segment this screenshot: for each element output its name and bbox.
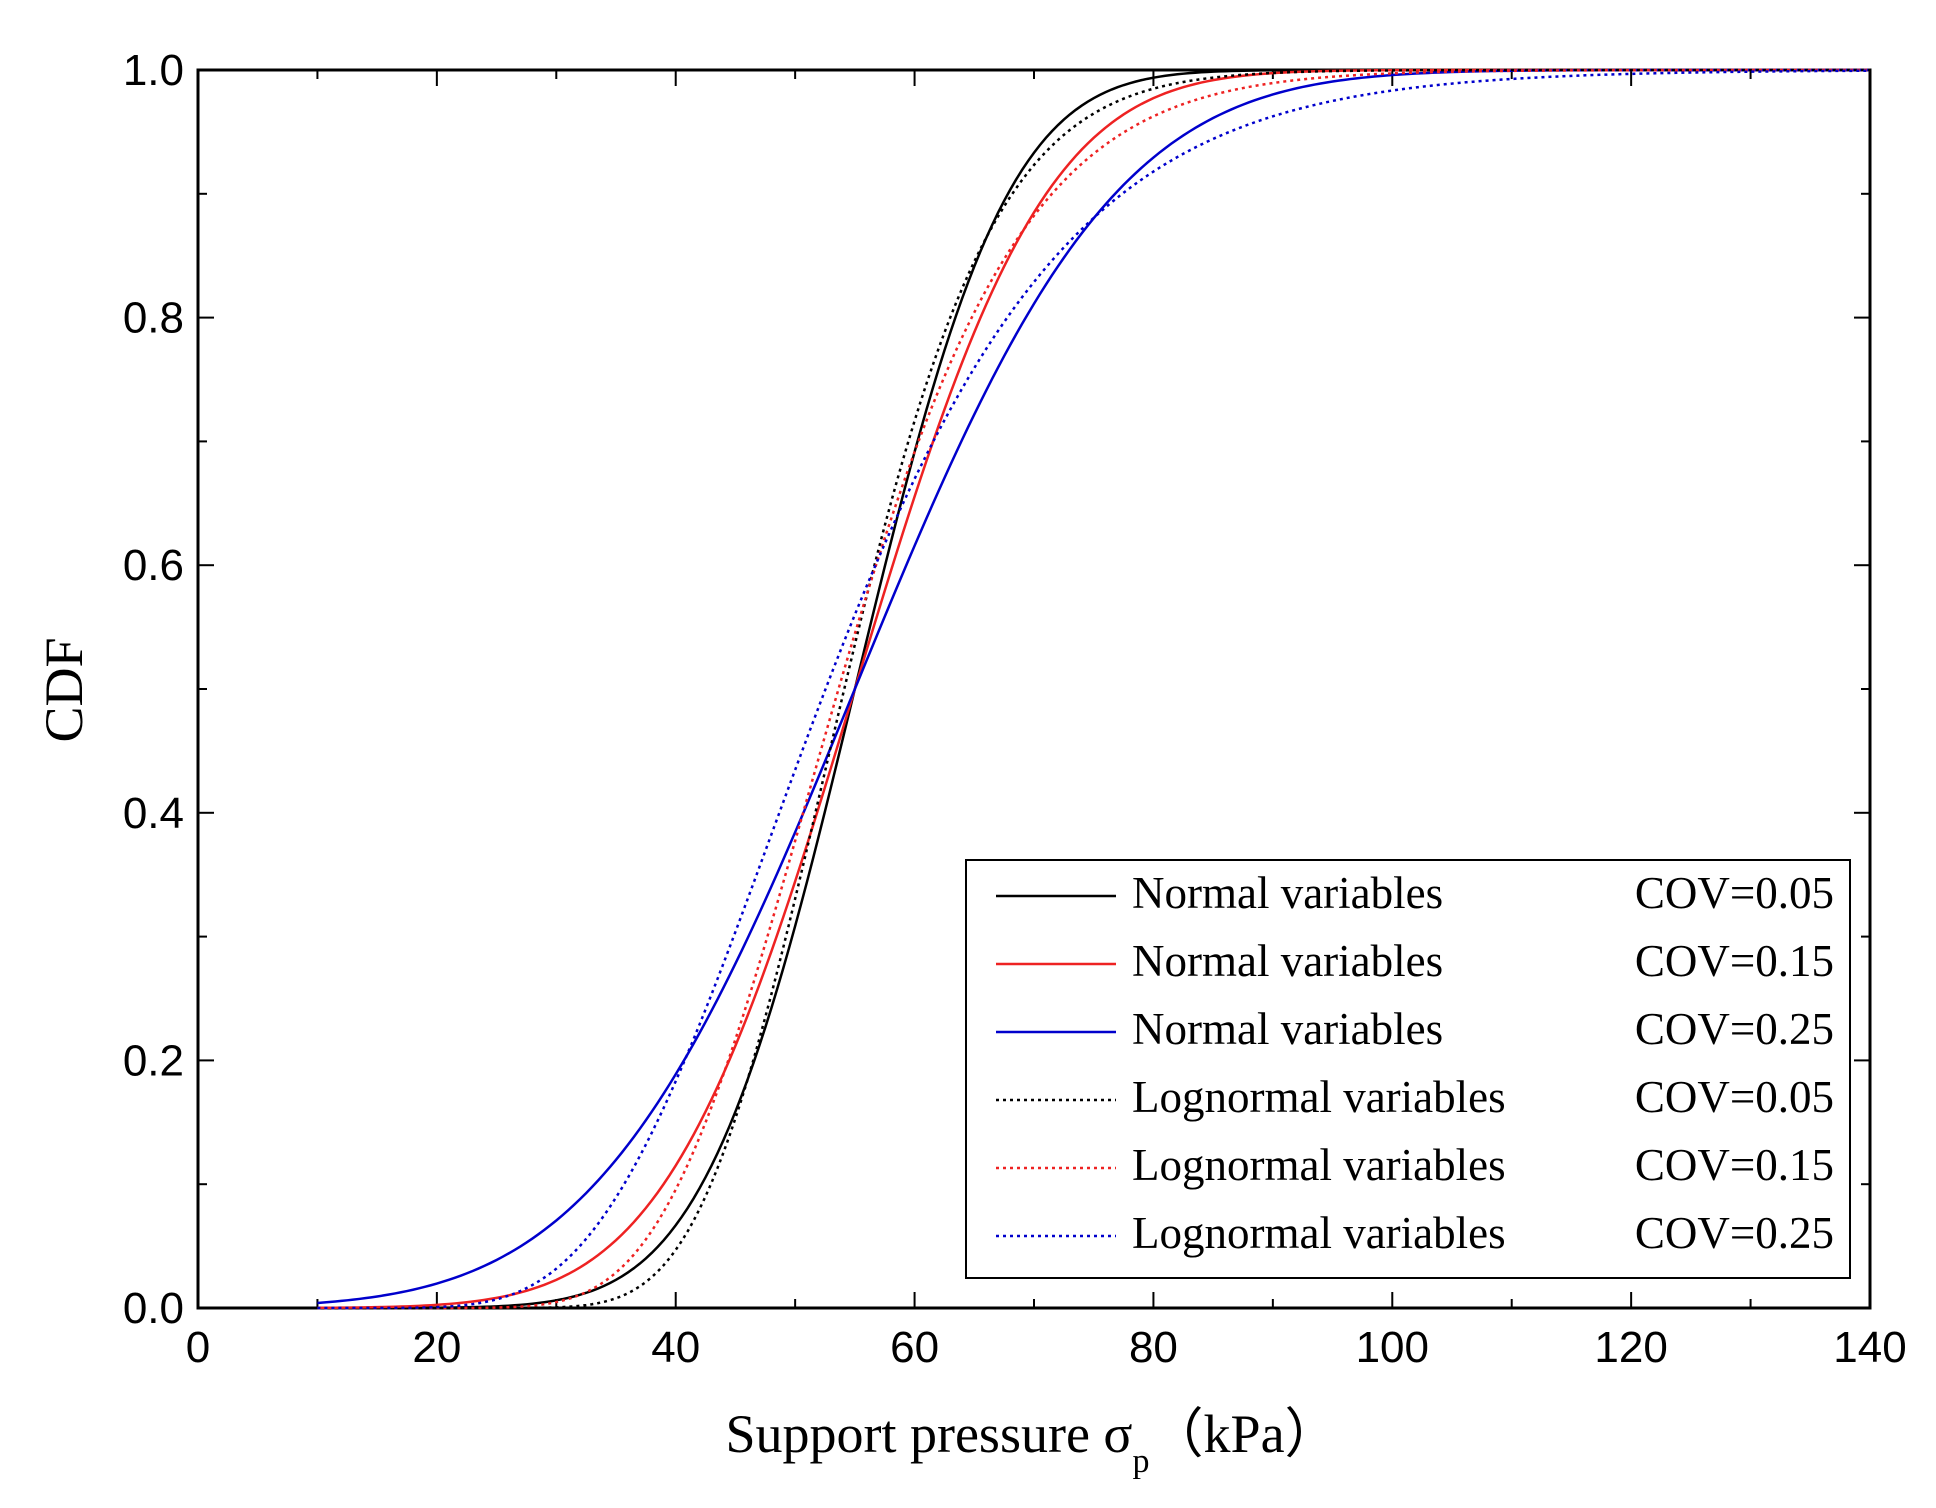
x-axis-label-subscript: p [1133, 1443, 1150, 1480]
y-tick-label: 0.4 [123, 789, 184, 838]
legend-cov: COV=0.15 [1635, 1140, 1834, 1190]
tick-labels: 0 20 40 60 80 100 120 140 0.0 0.2 0.4 0.6 0.8 1.0 [123, 46, 1907, 1372]
x-tick-label: 100 [1356, 1323, 1429, 1372]
x-tick-label: 80 [1129, 1323, 1178, 1372]
series-line-4 [317, 68, 1870, 1310]
y-tick-label: 1.0 [123, 46, 184, 95]
x-tick-label: 120 [1594, 1323, 1667, 1372]
y-axis-label: CDF [34, 637, 94, 742]
legend-cov: COV=0.15 [1635, 936, 1834, 986]
legend-label: Lognormal variables [1132, 1072, 1506, 1122]
legend-label: Lognormal variables [1132, 1140, 1506, 1190]
series-line-5 [317, 68, 1870, 1310]
series-line-6 [317, 69, 1871, 1310]
series-layer [317, 68, 1871, 1310]
x-axis-label: Support pressure σp（kPa） [725, 1404, 1338, 1480]
legend-cov: COV=0.25 [1635, 1004, 1834, 1054]
x-axis-label-main: Support pressure σ [725, 1404, 1132, 1464]
y-tick-label: 0.2 [123, 1036, 184, 1085]
x-axis-label-unit: （kPa） [1150, 1404, 1339, 1464]
legend: Normal variables COV=0.05 Normal variables… [965, 859, 1851, 1279]
legend-box [965, 859, 1851, 1279]
x-tick-label: 20 [412, 1323, 461, 1372]
legend-label: Lognormal variables [1132, 1208, 1506, 1258]
legend-label: Normal variables [1132, 1004, 1443, 1054]
legend-label: Normal variables [1132, 936, 1443, 986]
legend-cov: COV=0.05 [1635, 868, 1834, 918]
axis-ticks [197, 69, 1871, 1309]
legend-cov: COV=0.05 [1635, 1072, 1834, 1122]
y-tick-label: 0.8 [123, 294, 184, 343]
legend-label: Normal variables [1132, 868, 1443, 918]
y-tick-label: 0.6 [123, 541, 184, 590]
y-tick-label: 0.0 [123, 1284, 184, 1333]
legend-cov: COV=0.25 [1635, 1208, 1834, 1258]
x-tick-label: 0 [186, 1323, 210, 1372]
x-tick-label: 40 [651, 1323, 700, 1372]
x-tick-label: 140 [1833, 1323, 1906, 1372]
x-tick-label: 60 [890, 1323, 939, 1372]
